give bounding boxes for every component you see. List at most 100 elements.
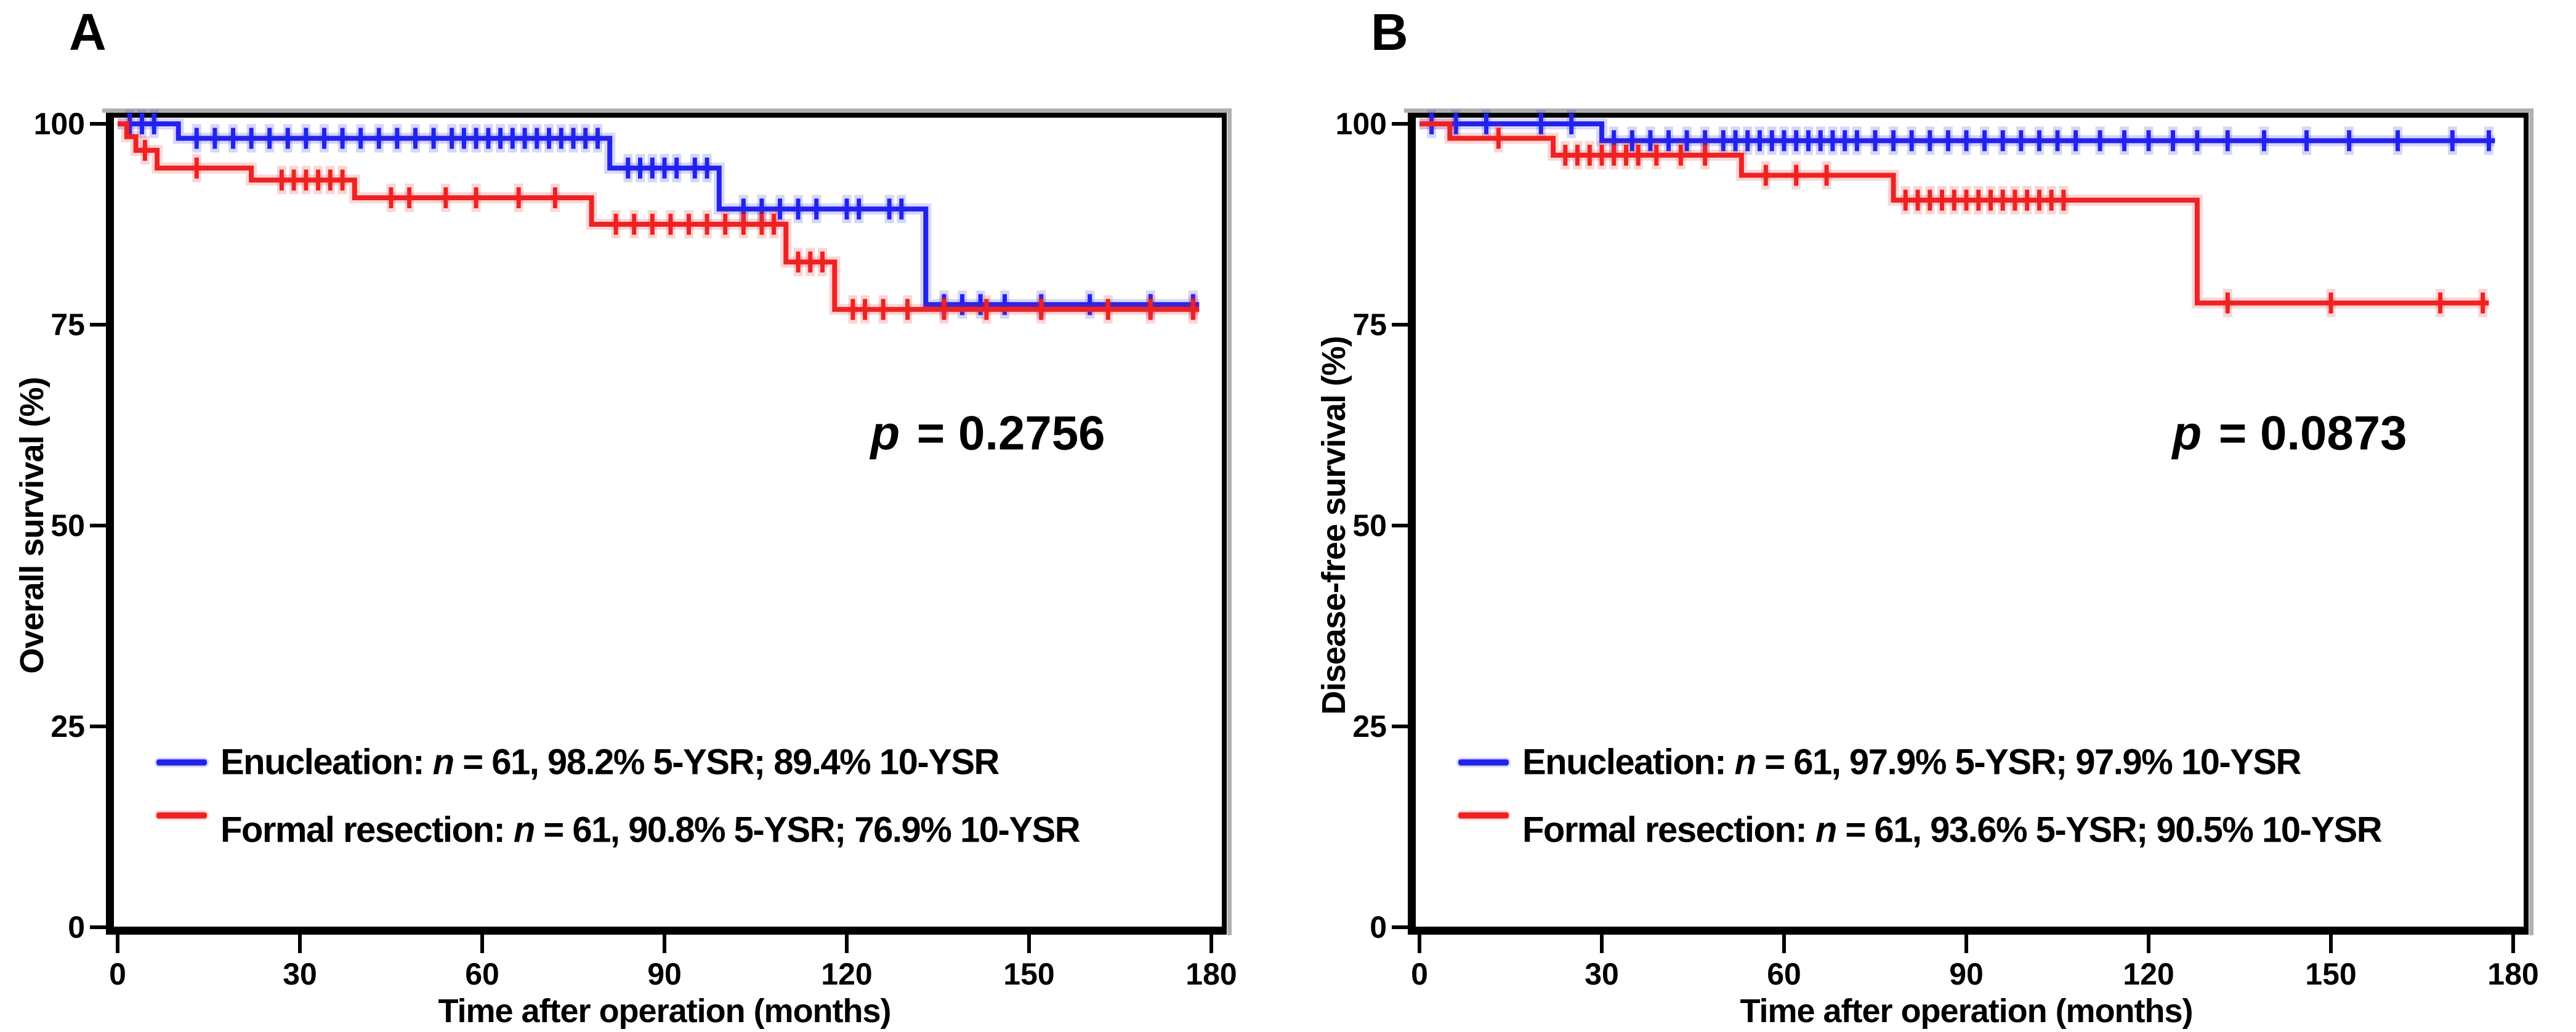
- frame-shadow-right: [1227, 108, 1232, 935]
- formal-resection-censor-marks: [1493, 124, 2488, 317]
- frame-top: [1408, 113, 2529, 118]
- legend-item-formal-resection: Formal resection: n = 61, 93.6% 5-YSR; 9…: [1458, 810, 2383, 851]
- x-tick-label: 120: [2123, 957, 2174, 991]
- y-tick-label: 0: [68, 910, 85, 945]
- x-tick: [298, 935, 302, 953]
- x-tick-label: 0: [1411, 957, 1428, 991]
- enucleation-curve-halo: [1419, 118, 2495, 147]
- enucleation-line-swatch: [1458, 759, 1509, 765]
- y-tick-label: 50: [50, 508, 85, 543]
- y-tick-label: 75: [1352, 307, 1387, 342]
- x-axis-line: [1408, 927, 2529, 935]
- p-text: = 0.0873: [2205, 405, 2407, 460]
- y-tick-label: 0: [1370, 910, 1387, 945]
- enucleation-censor-marks: [125, 110, 1198, 319]
- x-tick-label: 60: [1767, 957, 1801, 991]
- p-value: p = 0.0873: [2172, 405, 2407, 461]
- km-plot: 0 25 50 75 100 0 30 60 90 120 150 180: [1336, 107, 2539, 991]
- x-tick-label: 90: [1949, 957, 1984, 991]
- y-tick: [90, 524, 106, 527]
- x-tick-label: 150: [1003, 957, 1054, 991]
- x-tick-label: 30: [283, 957, 317, 991]
- p-value: p = 0.2756: [870, 405, 1105, 461]
- frame-right: [2524, 113, 2529, 935]
- frame-top: [106, 113, 1227, 118]
- y-tick: [90, 122, 106, 126]
- y-tick-label: 75: [50, 307, 85, 342]
- x-tick: [1418, 935, 1421, 953]
- frame-shadow-top: [1404, 108, 2533, 113]
- x-axis-title: Time after operation (months): [1740, 993, 2193, 1030]
- formal-resection-curve: [1419, 121, 2489, 306]
- y-tick: [1392, 122, 1408, 126]
- x-tick: [480, 935, 484, 953]
- x-axis-title: Time after operation (months): [438, 993, 891, 1030]
- x-tick: [1964, 935, 1968, 953]
- y-tick-label: 25: [1352, 709, 1387, 744]
- y-tick: [1392, 725, 1408, 728]
- enucleation-curve: [118, 121, 1200, 307]
- x-tick-label: 60: [465, 957, 499, 991]
- enucleation-curve-halo: [118, 118, 1200, 311]
- legend-item-enucleation: Enucleation: n = 61, 98.2% 5-YSR; 89.4% …: [156, 742, 999, 783]
- y-tick: [90, 925, 106, 929]
- legend-item-enucleation: Enucleation: n = 61, 97.9% 5-YSR; 97.9% …: [1458, 742, 2301, 783]
- formal-resection-curve-halo: [118, 118, 1200, 315]
- x-tick: [2511, 935, 2515, 953]
- x-tick-label: 120: [821, 957, 872, 991]
- frame-shadow-right: [2529, 108, 2534, 935]
- y-tick-label: 100: [34, 107, 85, 141]
- x-tick: [1600, 935, 1604, 953]
- legend-label: Formal resection: n = 61, 93.6% 5-YSR; 9…: [1522, 810, 2383, 850]
- panel-label: A: [69, 3, 107, 61]
- x-tick-label: 0: [109, 957, 126, 991]
- panel-disease-free-survival: B 0 25 50 75 100 0 30 60 90 120 150 180 Disease-fre…: [1302, 0, 2576, 1032]
- legend-label: Enucleation: n = 61, 98.2% 5-YSR; 89.4% …: [220, 742, 999, 782]
- p-symbol: p: [2172, 405, 2202, 460]
- y-tick: [1392, 925, 1408, 929]
- x-tick: [1027, 935, 1031, 953]
- x-tick-label: 90: [647, 957, 682, 991]
- x-tick: [116, 935, 119, 953]
- y-tick-label: 25: [50, 709, 85, 744]
- formal-resection-line-swatch: [156, 812, 207, 818]
- y-axis-title: Disease-free survival (%): [1315, 336, 1352, 715]
- x-tick-label: 180: [2487, 957, 2538, 991]
- legend-label: Formal resection: n = 61, 90.8% 5-YSR; 7…: [220, 810, 1081, 850]
- panel-label: B: [1371, 3, 1408, 61]
- x-tick: [845, 935, 849, 953]
- y-tick-label: 100: [1336, 107, 1387, 141]
- y-axis-title: Overall survival (%): [14, 377, 50, 674]
- formal-resection-censor-marks: [140, 136, 1198, 324]
- p-text: = 0.2756: [903, 405, 1105, 460]
- enucleation-censor-marks: [1427, 110, 2493, 155]
- enucleation-line-swatch: [156, 759, 207, 765]
- y-tick: [1392, 323, 1408, 327]
- y-tick: [1392, 524, 1408, 527]
- x-tick: [1782, 935, 1786, 953]
- legend-item-formal-resection: Formal resection: n = 61, 90.8% 5-YSR; 7…: [156, 810, 1081, 851]
- formal-resection-line-swatch: [1458, 812, 1509, 818]
- formal-resection-curve: [118, 121, 1200, 312]
- panel-overall-survival: A 0 25 50 75 100 0 30 60 90 120 150 180 Overall sur…: [0, 0, 1274, 1032]
- legend-label: Enucleation: n = 61, 97.9% 5-YSR; 97.9% …: [1522, 742, 2301, 782]
- frame-right: [1222, 113, 1227, 935]
- y-tick: [90, 323, 106, 327]
- x-tick: [2147, 935, 2150, 953]
- x-tick: [663, 935, 666, 953]
- km-plot: 0 25 50 75 100 0 30 60 90 120 150 180: [34, 107, 1237, 991]
- x-tick: [1209, 935, 1213, 953]
- x-tick-label: 150: [2305, 957, 2356, 991]
- y-axis-line: [106, 113, 114, 935]
- enucleation-curve: [1419, 121, 2495, 144]
- x-tick-label: 30: [1585, 957, 1619, 991]
- y-axis-line: [1408, 113, 1416, 935]
- x-tick-label: 180: [1185, 957, 1237, 991]
- y-tick: [90, 725, 106, 728]
- x-axis-line: [106, 927, 1227, 935]
- x-tick: [2329, 935, 2333, 953]
- p-symbol: p: [870, 405, 900, 460]
- frame-shadow-top: [102, 108, 1231, 113]
- y-tick-label: 50: [1352, 508, 1387, 543]
